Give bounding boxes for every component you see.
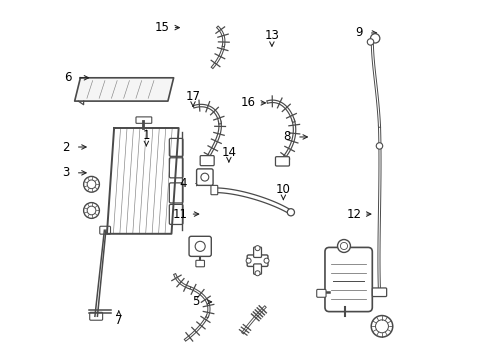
FancyBboxPatch shape bbox=[196, 260, 204, 267]
FancyBboxPatch shape bbox=[170, 183, 183, 203]
Circle shape bbox=[341, 242, 347, 249]
Text: 9: 9 bbox=[355, 27, 363, 40]
FancyBboxPatch shape bbox=[247, 255, 268, 266]
Polygon shape bbox=[74, 78, 173, 101]
Text: 17: 17 bbox=[186, 90, 200, 103]
FancyBboxPatch shape bbox=[170, 204, 183, 225]
Text: 1: 1 bbox=[143, 129, 150, 143]
FancyBboxPatch shape bbox=[189, 236, 211, 256]
FancyBboxPatch shape bbox=[254, 264, 262, 274]
FancyBboxPatch shape bbox=[200, 156, 214, 166]
Text: 7: 7 bbox=[115, 314, 122, 328]
Circle shape bbox=[87, 206, 96, 215]
FancyBboxPatch shape bbox=[90, 312, 102, 320]
Circle shape bbox=[255, 271, 260, 276]
FancyBboxPatch shape bbox=[170, 138, 183, 156]
Circle shape bbox=[246, 258, 251, 263]
Text: 5: 5 bbox=[192, 296, 199, 309]
Circle shape bbox=[376, 143, 383, 149]
Circle shape bbox=[87, 180, 96, 189]
Text: 13: 13 bbox=[265, 29, 279, 42]
Text: 3: 3 bbox=[62, 166, 70, 179]
FancyBboxPatch shape bbox=[325, 247, 372, 312]
Circle shape bbox=[370, 34, 380, 43]
FancyBboxPatch shape bbox=[317, 289, 326, 297]
Text: 2: 2 bbox=[62, 140, 70, 153]
FancyBboxPatch shape bbox=[170, 158, 183, 178]
Circle shape bbox=[84, 176, 99, 192]
Circle shape bbox=[264, 258, 269, 263]
Text: 6: 6 bbox=[64, 71, 71, 84]
Circle shape bbox=[375, 320, 389, 333]
FancyBboxPatch shape bbox=[100, 226, 111, 234]
Text: 14: 14 bbox=[221, 145, 236, 158]
FancyBboxPatch shape bbox=[254, 247, 262, 257]
FancyBboxPatch shape bbox=[136, 117, 152, 123]
Circle shape bbox=[368, 39, 374, 45]
FancyBboxPatch shape bbox=[211, 185, 218, 195]
Text: 16: 16 bbox=[241, 96, 256, 109]
Circle shape bbox=[287, 209, 294, 216]
FancyBboxPatch shape bbox=[275, 157, 290, 166]
Circle shape bbox=[338, 239, 350, 252]
FancyBboxPatch shape bbox=[372, 288, 387, 297]
Text: 11: 11 bbox=[173, 208, 188, 221]
Circle shape bbox=[195, 241, 205, 251]
Text: 12: 12 bbox=[346, 208, 362, 221]
FancyBboxPatch shape bbox=[196, 169, 213, 185]
Circle shape bbox=[255, 246, 260, 251]
Text: 10: 10 bbox=[276, 183, 291, 196]
Text: 4: 4 bbox=[179, 177, 187, 190]
Text: 15: 15 bbox=[155, 21, 170, 34]
Circle shape bbox=[84, 203, 99, 219]
Circle shape bbox=[371, 316, 393, 337]
Text: 8: 8 bbox=[283, 130, 291, 144]
Circle shape bbox=[201, 173, 209, 181]
